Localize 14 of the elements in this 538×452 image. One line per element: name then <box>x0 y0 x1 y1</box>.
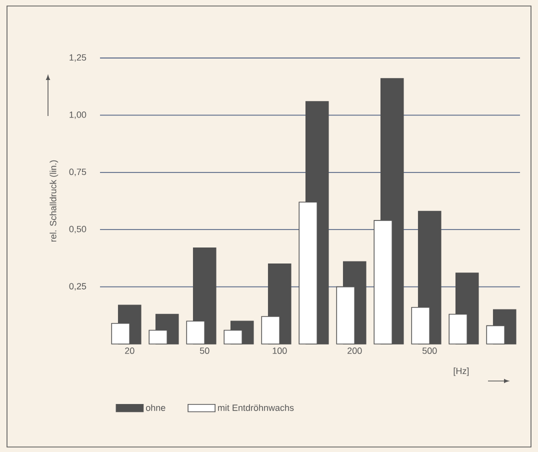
y-tick-label: 1,25 <box>70 54 86 62</box>
x-tick-label: 100 <box>272 348 287 354</box>
x-axis-title: [Hz] <box>454 368 469 376</box>
x-tick-label: 50 <box>200 348 210 354</box>
y-tick-label: 0,25 <box>69 283 86 290</box>
x-tick-label: 200 <box>348 348 362 354</box>
y-axis-title: rel. Schalldruck (lin.) <box>50 160 58 242</box>
legend-label: mit Entdröhnwachs <box>218 404 294 411</box>
x-tick-label: 20 <box>125 348 134 354</box>
y-tick-label: 1,00 <box>70 111 86 119</box>
x-tick-label: 500 <box>422 348 437 354</box>
y-tick-label: 0,75 <box>69 168 86 176</box>
y-tick-label: 0,50 <box>69 226 86 234</box>
legend-label: ohne <box>146 404 166 411</box>
